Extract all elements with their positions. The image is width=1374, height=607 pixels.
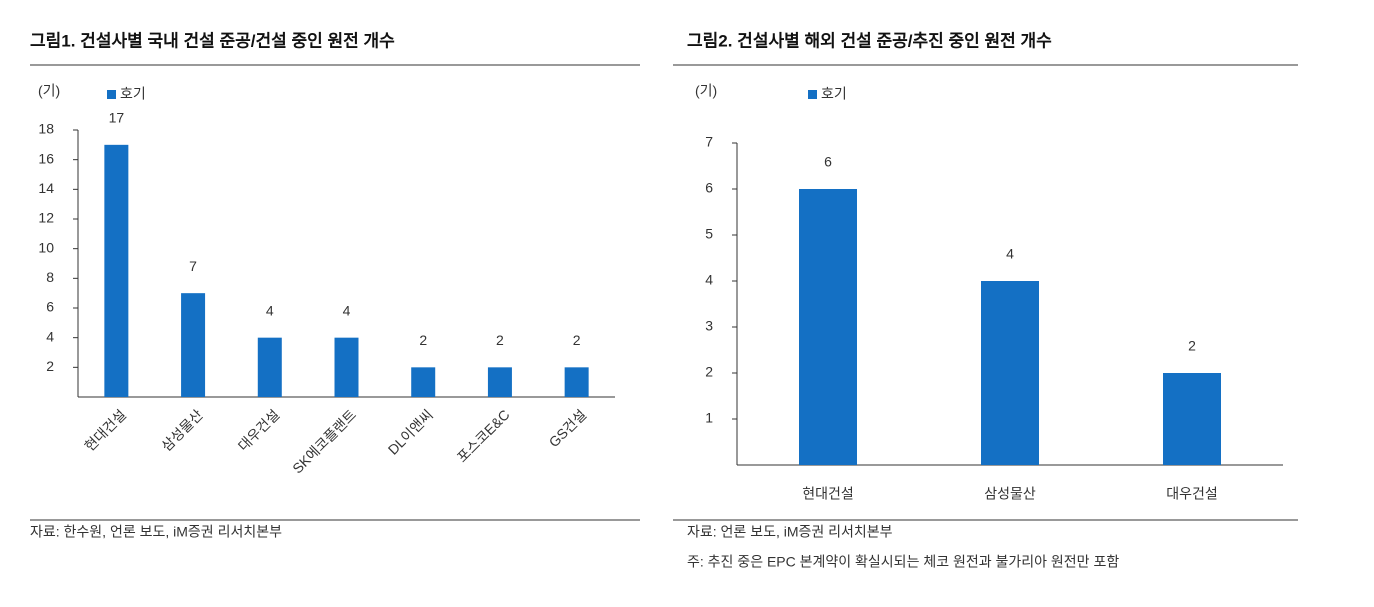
x-tick-label: 현대건설 [81, 406, 129, 454]
bar [257, 337, 282, 397]
y-tick-label: 3 [705, 318, 713, 334]
y-tick-label: 1 [705, 410, 713, 426]
legend-label: 호기 [120, 86, 146, 102]
bar [564, 367, 589, 397]
y-tick-label: 18 [38, 121, 54, 137]
bar [104, 144, 129, 397]
y-tick-label: 10 [38, 239, 54, 255]
x-tick-label: 대우건설 [235, 406, 283, 454]
x-tick-label: DL이앤씨 [385, 406, 436, 457]
y-tick-label: 6 [46, 299, 54, 315]
y-tick-label: 16 [38, 150, 54, 166]
x-tick-label: 포스코E&C [454, 406, 513, 465]
bar [799, 189, 857, 465]
bar [334, 337, 359, 397]
x-tick-label: GS건설 [546, 406, 590, 450]
bar [1163, 373, 1221, 465]
value-label: 2 [419, 332, 427, 348]
value-label: 6 [824, 154, 832, 170]
x-tick-label: SK에코플랜트 [289, 406, 359, 476]
note: 자료: 한수원, 언론 보도, iM증권 리서치본부 [30, 524, 282, 540]
legend-swatch [107, 90, 116, 99]
bar [411, 367, 436, 397]
value-label: 7 [189, 258, 197, 274]
bar [981, 281, 1039, 465]
value-label: 17 [109, 110, 125, 126]
note: 주: 추진 중은 EPC 본계약이 확실시되는 체코 원전과 불가리아 원전만 … [687, 554, 1119, 570]
value-label: 2 [1188, 338, 1196, 354]
y-tick-label: 2 [46, 358, 54, 374]
unit-label: (기) [695, 83, 717, 99]
chart-title: 그림1. 건설사별 국내 건설 준공/건설 중인 원전 개수 [30, 31, 395, 50]
y-tick-label: 6 [705, 180, 713, 196]
chart-title: 그림2. 건설사별 해외 건설 준공/추진 중인 원전 개수 [687, 31, 1052, 50]
value-label: 4 [343, 302, 351, 318]
y-tick-label: 2 [705, 364, 713, 380]
bar [181, 293, 206, 397]
y-tick-label: 4 [46, 328, 54, 344]
bar [487, 367, 512, 397]
y-tick-label: 4 [705, 272, 713, 288]
value-label: 4 [266, 302, 274, 318]
x-tick-label: 대우건설 [1166, 486, 1218, 502]
y-tick-label: 8 [46, 269, 54, 285]
y-tick-label: 14 [38, 180, 54, 196]
value-label: 2 [573, 332, 581, 348]
value-label: 4 [1006, 246, 1014, 262]
x-tick-label: 삼성물산 [984, 486, 1036, 502]
legend-swatch [808, 90, 817, 99]
note: 자료: 언론 보도, iM증권 리서치본부 [687, 524, 893, 540]
x-tick-label: 삼성물산 [158, 406, 206, 454]
unit-label: (기) [38, 83, 60, 99]
value-label: 2 [496, 332, 504, 348]
y-tick-label: 5 [705, 226, 713, 242]
y-tick-label: 12 [38, 210, 54, 226]
x-tick-label: 현대건설 [802, 486, 854, 502]
legend-label: 호기 [821, 86, 847, 102]
y-tick-label: 7 [705, 134, 713, 150]
